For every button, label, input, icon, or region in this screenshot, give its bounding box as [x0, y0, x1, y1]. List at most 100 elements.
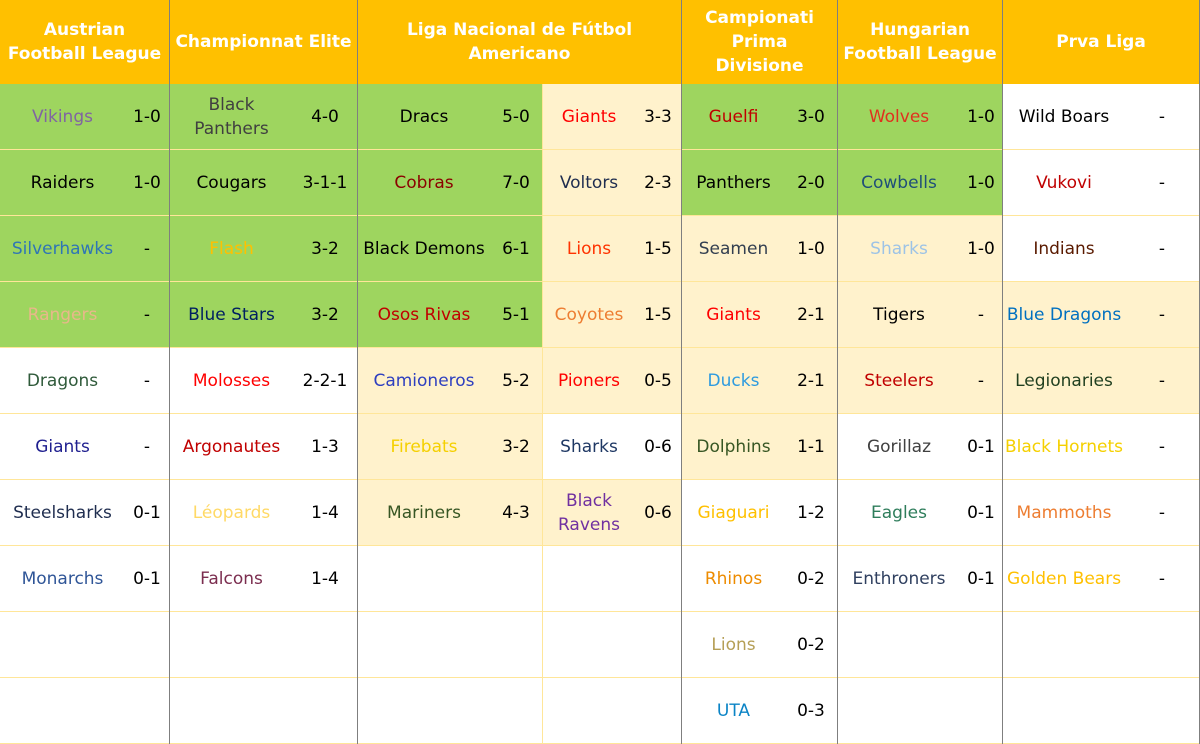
team-name: Wild Boars: [1003, 84, 1125, 150]
team-record: -: [125, 282, 170, 348]
column-separator: [357, 0, 358, 744]
empty-cell: [358, 678, 543, 744]
team-name: Wolves: [838, 84, 960, 150]
team-record: 2-2-1: [293, 348, 358, 414]
team-record: 1-1: [785, 414, 838, 480]
column-separator: [837, 0, 838, 744]
team-name: Enthroners: [838, 546, 960, 612]
team-record: -: [960, 282, 1003, 348]
team-record: 5-2: [490, 348, 543, 414]
team-record: 0-1: [125, 546, 170, 612]
team-name: Steelsharks: [0, 480, 125, 546]
team-name: Black Demons: [358, 216, 490, 282]
team-name: Cowbells: [838, 150, 960, 216]
team-name: Molosses: [170, 348, 293, 414]
team-name: Panthers: [682, 150, 785, 216]
team-record: 1-0: [785, 216, 838, 282]
team-record: -: [1125, 150, 1200, 216]
team-record: 2-1: [785, 282, 838, 348]
team-record: 1-0: [960, 150, 1003, 216]
team-name: Giants: [0, 414, 125, 480]
team-record: 7-0: [490, 150, 543, 216]
team-record: 4-0: [293, 84, 358, 150]
team-record: 3-2: [293, 282, 358, 348]
team-record: 0-5: [635, 348, 682, 414]
team-name: Steelers: [838, 348, 960, 414]
team-name: Blue Stars: [170, 282, 293, 348]
team-record: 1-4: [293, 546, 358, 612]
league-header: Campionati Prima Divisione: [682, 0, 838, 84]
team-record: 2-0: [785, 150, 838, 216]
team-record: -: [1125, 282, 1200, 348]
team-record: -: [125, 216, 170, 282]
empty-cell: [1003, 678, 1200, 744]
team-name: Eagles: [838, 480, 960, 546]
team-record: 0-2: [785, 612, 838, 678]
team-name: Camioneros: [358, 348, 490, 414]
team-record: 0-1: [125, 480, 170, 546]
team-record: -: [1125, 546, 1200, 612]
team-name: Gorillaz: [838, 414, 960, 480]
empty-cell: [358, 546, 543, 612]
team-record: 0-1: [960, 414, 1003, 480]
team-name: Black Hornets: [1003, 414, 1125, 480]
team-record: 0-1: [960, 480, 1003, 546]
team-record: 1-2: [785, 480, 838, 546]
team-record: 1-0: [125, 84, 170, 150]
team-name: Mariners: [358, 480, 490, 546]
team-name: Rhinos: [682, 546, 785, 612]
empty-cell: [543, 612, 682, 678]
team-name: Golden Bears: [1003, 546, 1125, 612]
team-record: 4-3: [490, 480, 543, 546]
team-record: -: [125, 414, 170, 480]
team-name: Dracs: [358, 84, 490, 150]
team-record: 3-2: [293, 216, 358, 282]
league-header: Championnat Elite: [170, 0, 358, 84]
team-name: Cougars: [170, 150, 293, 216]
column-separator: [169, 0, 170, 744]
empty-cell: [838, 678, 1003, 744]
team-name: Seamen: [682, 216, 785, 282]
league-header: Prva Liga: [1003, 0, 1200, 84]
team-name: Osos Rivas: [358, 282, 490, 348]
team-name: Monarchs: [0, 546, 125, 612]
team-record: 2-1: [785, 348, 838, 414]
team-record: 1-0: [960, 216, 1003, 282]
team-record: 6-1: [490, 216, 543, 282]
team-record: 1-0: [125, 150, 170, 216]
team-name: Coyotes: [543, 282, 635, 348]
empty-cell: [1003, 612, 1200, 678]
column-separator: [1002, 0, 1003, 744]
team-name: Argonautes: [170, 414, 293, 480]
team-record: 3-1-1: [293, 150, 358, 216]
team-name: Léopards: [170, 480, 293, 546]
team-record: 0-1: [960, 546, 1003, 612]
team-name: Black Ravens: [543, 480, 635, 546]
team-record: 0-6: [635, 414, 682, 480]
team-name: Sharks: [543, 414, 635, 480]
empty-cell: [0, 678, 170, 744]
team-name: Giaguari: [682, 480, 785, 546]
team-record: -: [960, 348, 1003, 414]
team-name: Ducks: [682, 348, 785, 414]
team-name: Mammoths: [1003, 480, 1125, 546]
team-name: Firebats: [358, 414, 490, 480]
team-name: Black Panthers: [170, 84, 293, 150]
team-name: Lions: [682, 612, 785, 678]
team-name: Flash: [170, 216, 293, 282]
team-record: -: [1125, 84, 1200, 150]
team-name: Cobras: [358, 150, 490, 216]
team-name: Raiders: [0, 150, 125, 216]
empty-cell: [543, 546, 682, 612]
team-record: -: [1125, 414, 1200, 480]
team-name: Blue Dragons: [1003, 282, 1125, 348]
team-record: -: [1125, 216, 1200, 282]
team-record: 1-5: [635, 282, 682, 348]
team-record: 1-3: [293, 414, 358, 480]
team-name: Pioners: [543, 348, 635, 414]
team-name: Rangers: [0, 282, 125, 348]
empty-cell: [0, 612, 170, 678]
column-separator: [681, 0, 682, 744]
team-record: 1-4: [293, 480, 358, 546]
